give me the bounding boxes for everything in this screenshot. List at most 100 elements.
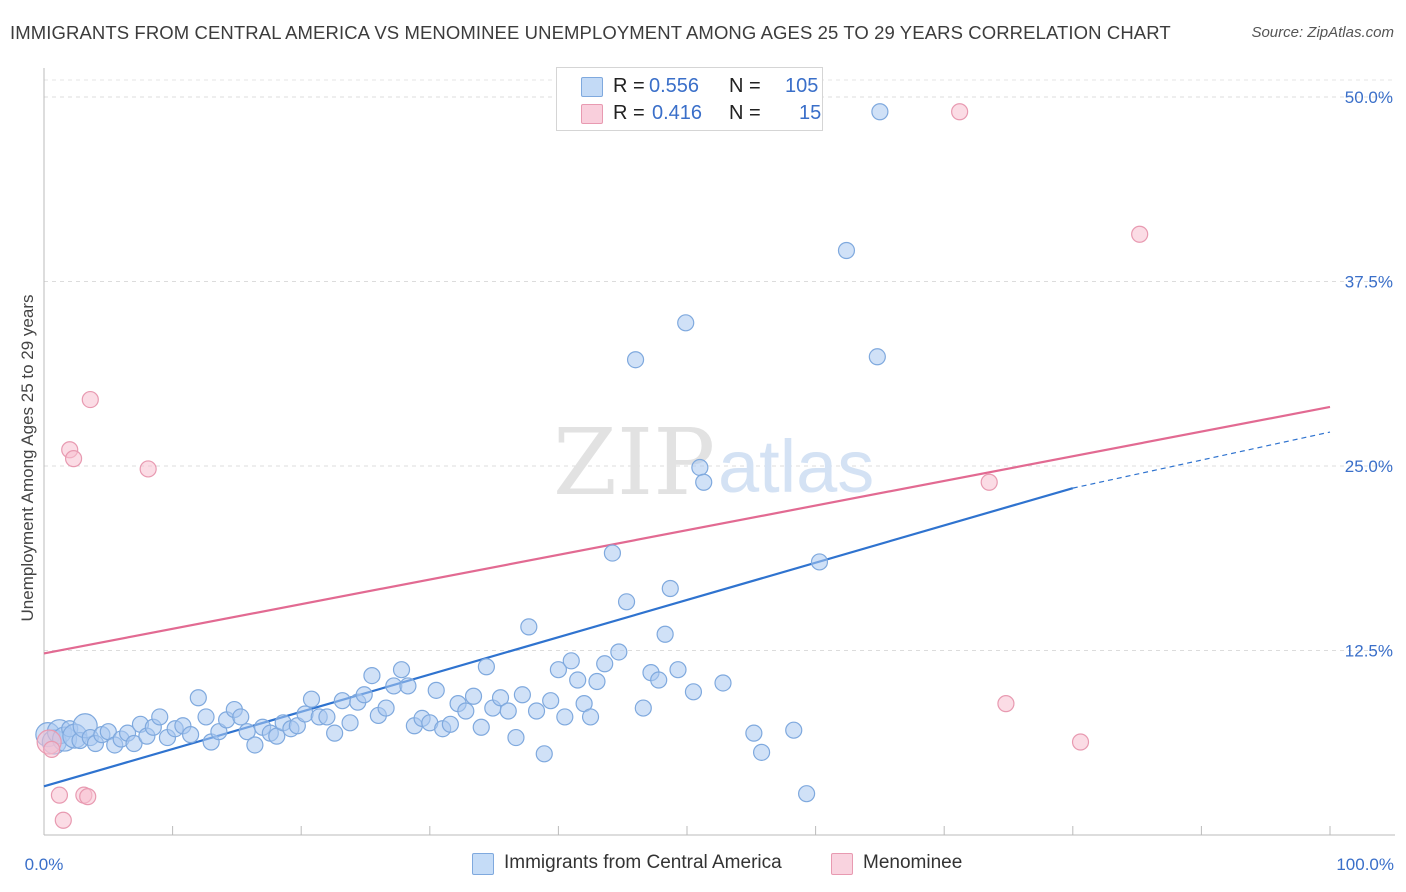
- point-immigrants-25: [197, 708, 215, 726]
- point-immigrants-98: [752, 743, 771, 761]
- point-immigrants-48: [363, 666, 381, 685]
- point-immigrants-89: [656, 625, 674, 643]
- trendline-extension-0: [1072, 431, 1331, 489]
- legend-n-label: N =: [729, 75, 761, 97]
- point-immigrants-92: [677, 314, 695, 332]
- point-immigrants-31: [238, 723, 256, 741]
- point-immigrants-43: [326, 724, 344, 742]
- point-immigrants-52: [392, 661, 411, 679]
- point-immigrants-104: [871, 103, 889, 121]
- point-immigrants-103: [868, 348, 886, 366]
- x-tick-label: 0.0%: [25, 855, 64, 874]
- trendline-1: [43, 405, 1331, 655]
- y-tick-label: 12.5%: [1345, 642, 1393, 661]
- point-immigrants-64: [477, 658, 495, 676]
- point-immigrants-97: [745, 724, 763, 742]
- point-menominee-2: [50, 786, 69, 804]
- series-label: Immigrants from Central America: [504, 852, 782, 873]
- y-axis-label: Unemployment Among Ages 25 to 29 years: [18, 294, 37, 622]
- point-immigrants-47: [355, 686, 373, 704]
- point-immigrants-101: [810, 553, 829, 571]
- point-immigrants-72: [535, 745, 553, 763]
- point-menominee-13: [1071, 733, 1090, 751]
- point-immigrants-44: [333, 692, 351, 710]
- point-immigrants-82: [603, 544, 622, 562]
- point-immigrants-83: [610, 643, 628, 661]
- point-immigrants-99: [785, 721, 803, 739]
- x-tick-label: 100.0%: [1336, 855, 1394, 874]
- point-menominee-3: [54, 811, 72, 829]
- correlation-legend: R = 0.556 N = 105 R = 0.416 N = 15: [556, 67, 823, 131]
- point-immigrants-38: [288, 717, 306, 735]
- point-immigrants-80: [588, 672, 606, 691]
- point-immigrants-93: [684, 683, 703, 701]
- trendline-0: [43, 487, 1074, 788]
- legend-swatch-pink: [581, 104, 603, 124]
- legend-r-value: 0.556: [649, 75, 700, 97]
- point-immigrants-94: [691, 458, 709, 477]
- point-menominee-9: [139, 460, 157, 478]
- point-immigrants-96: [714, 674, 732, 692]
- point-menominee-5: [64, 450, 83, 468]
- series-swatch-blue: [472, 853, 494, 875]
- point-immigrants-50: [377, 699, 395, 717]
- point-immigrants-102: [837, 241, 856, 260]
- legend-r-label: R =: [613, 102, 645, 124]
- gridlines: [44, 79, 1395, 651]
- point-immigrants-68: [507, 728, 525, 747]
- point-immigrants-88: [650, 671, 668, 689]
- legend-n-value: 105: [785, 75, 819, 97]
- point-immigrants-84: [617, 593, 636, 611]
- point-menominee-12: [997, 695, 1015, 713]
- data-points: [35, 103, 1149, 829]
- point-immigrants-81: [596, 655, 614, 673]
- point-immigrants-53: [399, 677, 417, 695]
- point-immigrants-66: [491, 689, 510, 707]
- point-immigrants-32: [246, 736, 264, 754]
- y-tick-label: 50.0%: [1345, 88, 1393, 107]
- axes: [43, 68, 1395, 836]
- point-immigrants-57: [427, 681, 445, 699]
- point-immigrants-42: [318, 708, 336, 726]
- point-immigrants-95: [695, 473, 713, 491]
- point-menominee-14: [1131, 225, 1149, 243]
- series-label: Menominee: [863, 852, 963, 873]
- point-immigrants-40: [302, 690, 321, 708]
- point-immigrants-19: [151, 708, 169, 726]
- point-immigrants-69: [513, 686, 531, 704]
- point-immigrants-79: [581, 708, 600, 726]
- point-menominee-10: [951, 103, 969, 121]
- watermark-atlas: atlas: [718, 425, 874, 508]
- point-immigrants-90: [661, 579, 679, 598]
- point-immigrants-24: [189, 689, 207, 707]
- point-immigrants-62: [464, 687, 483, 705]
- y-tick-label: 37.5%: [1345, 273, 1393, 292]
- legend-r-label: R =: [613, 75, 645, 97]
- point-immigrants-77: [569, 671, 587, 689]
- watermark-zip: ZIP: [553, 409, 715, 516]
- point-immigrants-61: [457, 702, 475, 720]
- point-menominee-7: [79, 788, 97, 806]
- point-immigrants-63: [472, 718, 490, 736]
- point-immigrants-73: [542, 692, 560, 710]
- legend-swatch-blue: [581, 77, 603, 97]
- point-immigrants-71: [527, 702, 546, 720]
- point-immigrants-15: [125, 734, 143, 753]
- source-label: Source: ZipAtlas.com: [1251, 24, 1394, 41]
- point-immigrants-70: [520, 618, 538, 636]
- point-immigrants-59: [441, 715, 459, 733]
- chart-title: IMMIGRANTS FROM CENTRAL AMERICA VS MENOM…: [10, 22, 1171, 43]
- watermark: ZIP atlas: [553, 409, 874, 516]
- point-immigrants-45: [341, 714, 359, 732]
- point-immigrants-86: [634, 699, 652, 717]
- point-immigrants-67: [499, 702, 517, 720]
- point-immigrants-75: [556, 708, 574, 726]
- point-immigrants-76: [562, 652, 580, 670]
- point-immigrants-23: [182, 726, 200, 744]
- legend-n-label: N =: [729, 102, 761, 124]
- point-immigrants-85: [626, 351, 645, 369]
- point-immigrants-91: [669, 661, 687, 679]
- legend-n-value: 15: [799, 102, 822, 124]
- y-tick-label: 25.0%: [1345, 457, 1393, 476]
